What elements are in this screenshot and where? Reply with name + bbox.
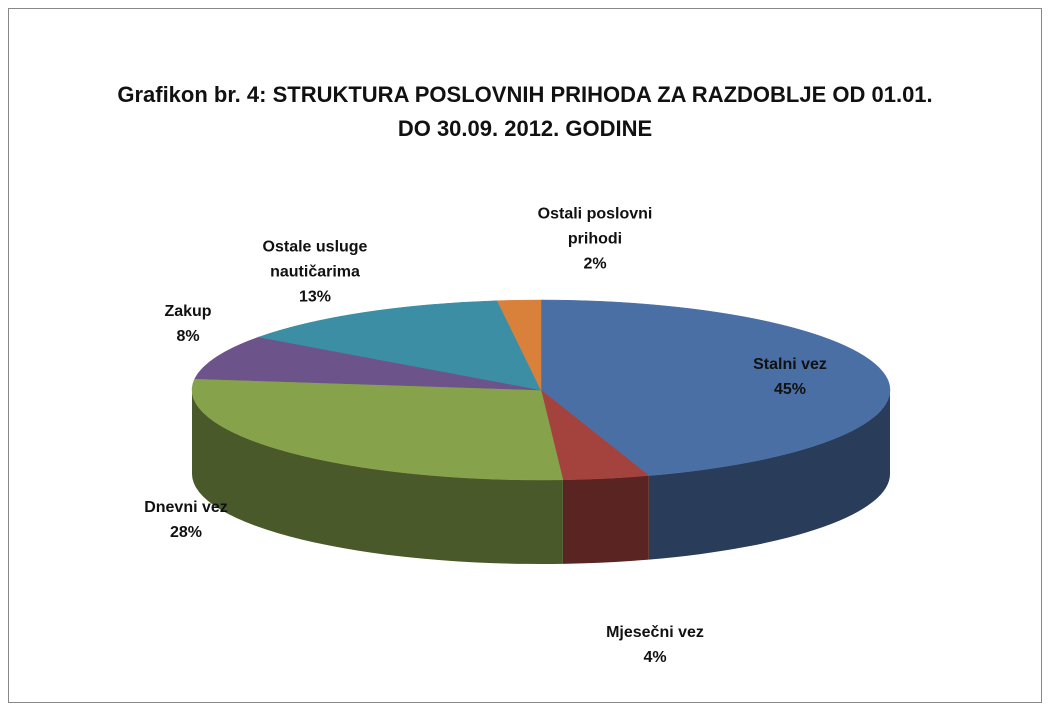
data-label: Ostali poslovni prihodi 2% — [525, 202, 665, 277]
label-value: 2% — [583, 255, 607, 273]
label-name: Dnevni vez — [144, 499, 228, 516]
data-label: Ostale usluge nautičarima 13% — [250, 235, 380, 310]
label-name: Mjesečni vez — [606, 624, 704, 641]
slice — [257, 300, 542, 391]
data-label: Stalni vez 45% — [705, 352, 875, 402]
slice — [496, 299, 542, 391]
chart-title: Grafikon br. 4: STRUKTURA POSLOVNIH PRIH… — [117, 82, 933, 141]
slice — [540, 299, 891, 476]
label-name: Zakup — [164, 303, 212, 320]
slice — [194, 336, 542, 391]
label-value: 45% — [773, 381, 807, 398]
label-name: Stalni vez — [753, 356, 827, 373]
slice-side — [648, 390, 890, 560]
frame — [8, 8, 1042, 703]
data-label: Mjesečni vez 4% — [570, 620, 740, 670]
slice — [191, 378, 564, 481]
slice-side — [562, 475, 649, 564]
data-label: Dnevni vez 28% — [101, 495, 271, 545]
label-value: 28% — [169, 524, 203, 541]
slice-side — [192, 390, 563, 564]
label-name: Ostale usluge nautičarima — [262, 238, 368, 281]
label-value: 8% — [176, 328, 200, 345]
data-label: Zakup 8% — [103, 299, 273, 349]
label-name: Ostali poslovni prihodi — [537, 205, 653, 248]
label-value: 4% — [643, 649, 667, 666]
label-value: 13% — [298, 288, 332, 306]
